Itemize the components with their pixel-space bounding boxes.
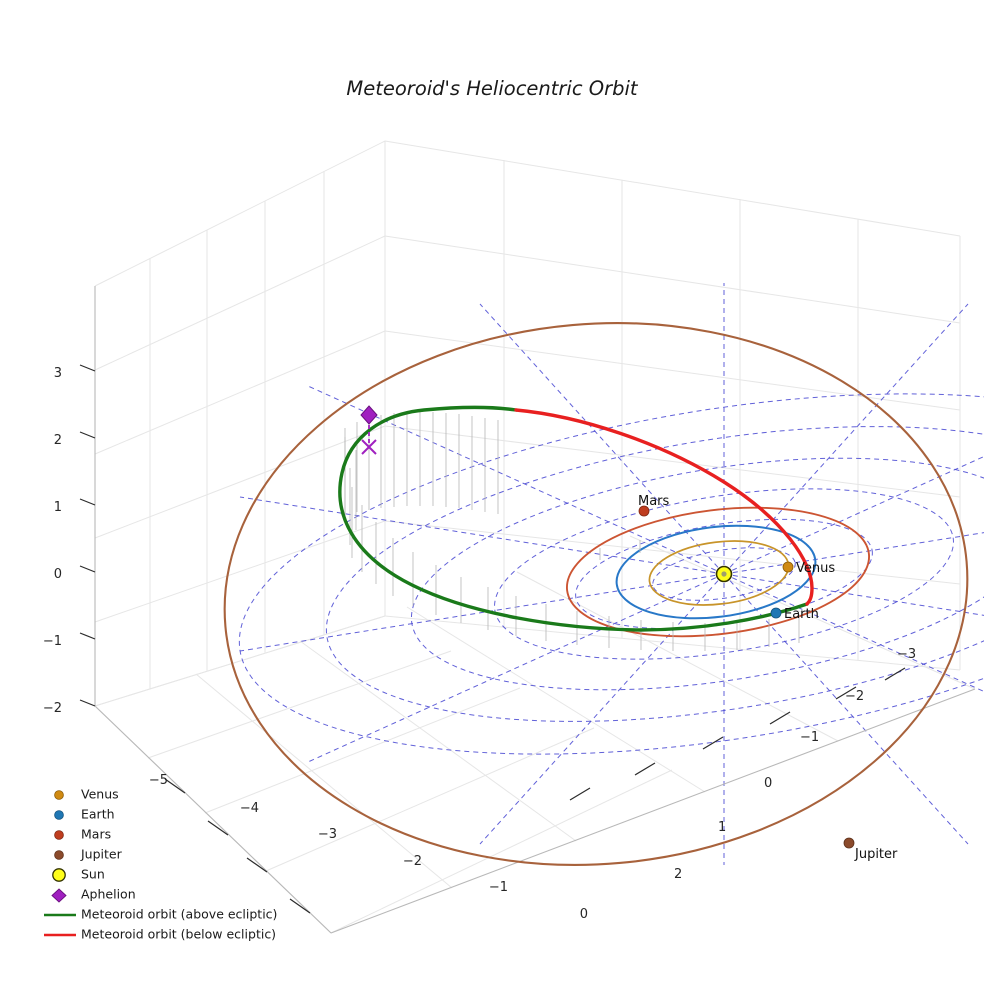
y-tick-label: −3 (897, 647, 916, 662)
legend-label-venus: Venus (81, 787, 119, 802)
legend-marker-mars (54, 830, 64, 840)
sun-marker (715, 565, 733, 583)
legend-marker-aphelion (51, 888, 67, 903)
meteoroid-orbit (338, 405, 814, 632)
y-tick-label: −1 (800, 730, 819, 745)
legend-label-aphelion: Aphelion (81, 887, 136, 902)
earth-label: Earth (784, 607, 819, 622)
y-tick-label: 0 (764, 776, 772, 791)
legend-label-above-ecliptic: Meteoroid orbit (above ecliptic) (81, 907, 277, 922)
venus-label: Venus (796, 561, 835, 576)
z-tick-label: 0 (54, 567, 62, 582)
planet-orbits (223, 322, 969, 866)
x-tick-label: −3 (318, 827, 337, 842)
axis-spines (94, 286, 976, 934)
jupiter-marker (843, 837, 855, 849)
legend-label-earth: Earth (81, 807, 115, 822)
legend-marker-jupiter (54, 850, 64, 860)
y-tick-label: 2 (674, 867, 682, 882)
meteoroid-orbit-below-ecliptic (514, 408, 814, 606)
legend-marker-sun (52, 868, 66, 882)
legend-label-sun: Sun (81, 867, 105, 882)
earth-orbit-path (615, 524, 817, 620)
legend-label-below-ecliptic: Meteoroid orbit (below ecliptic) (81, 927, 276, 942)
x-tick-label: −2 (403, 854, 422, 869)
aphelion-group (360, 405, 378, 455)
axes-panes (94, 140, 976, 934)
z-tick-label: 2 (54, 433, 62, 448)
mars-label: Mars (638, 494, 670, 509)
planet-markers: Mars Venus Earth Jupiter (638, 494, 898, 862)
mars-marker (638, 505, 650, 517)
x-axis-ticks: −5 −4 −3 −2 −1 0 (149, 773, 588, 922)
x-tick-label: −1 (489, 880, 508, 895)
legend: Venus Earth Mars Jupiter Sun Aphelion Me… (44, 787, 277, 942)
y-tick-label: −2 (845, 689, 864, 704)
y-axis-ticks: −3 −2 −1 0 1 2 (569, 647, 916, 882)
page-title: Meteoroid's Heliocentric Orbit (346, 77, 639, 100)
orbit-droplines (344, 412, 800, 651)
z-axis-ticks: 3 2 1 0 −1 −2 (43, 364, 96, 716)
x-tick-label: −4 (240, 801, 259, 816)
z-tick-label: −1 (43, 634, 62, 649)
venus-marker (782, 561, 794, 573)
jupiter-orbit-path (223, 322, 969, 866)
x-tick-label: −5 (149, 773, 168, 788)
y-tick-label: 1 (718, 820, 726, 835)
mars-orbit-path (565, 506, 871, 638)
legend-label-mars: Mars (81, 827, 111, 842)
jupiter-label: Jupiter (854, 847, 898, 862)
meteoroid-orbit-above-ecliptic (338, 405, 809, 632)
earth-marker (770, 607, 782, 619)
legend-marker-venus (54, 790, 64, 800)
z-tick-label: 3 (54, 366, 62, 381)
z-tick-label: 1 (54, 500, 62, 515)
x-tick-label: 0 (580, 907, 588, 922)
legend-marker-earth (54, 810, 64, 820)
aphelion-marker (360, 405, 378, 425)
z-tick-label: −2 (43, 701, 62, 716)
aphelion-ecliptic-x-icon (361, 439, 377, 455)
legend-label-jupiter: Jupiter (80, 847, 123, 862)
